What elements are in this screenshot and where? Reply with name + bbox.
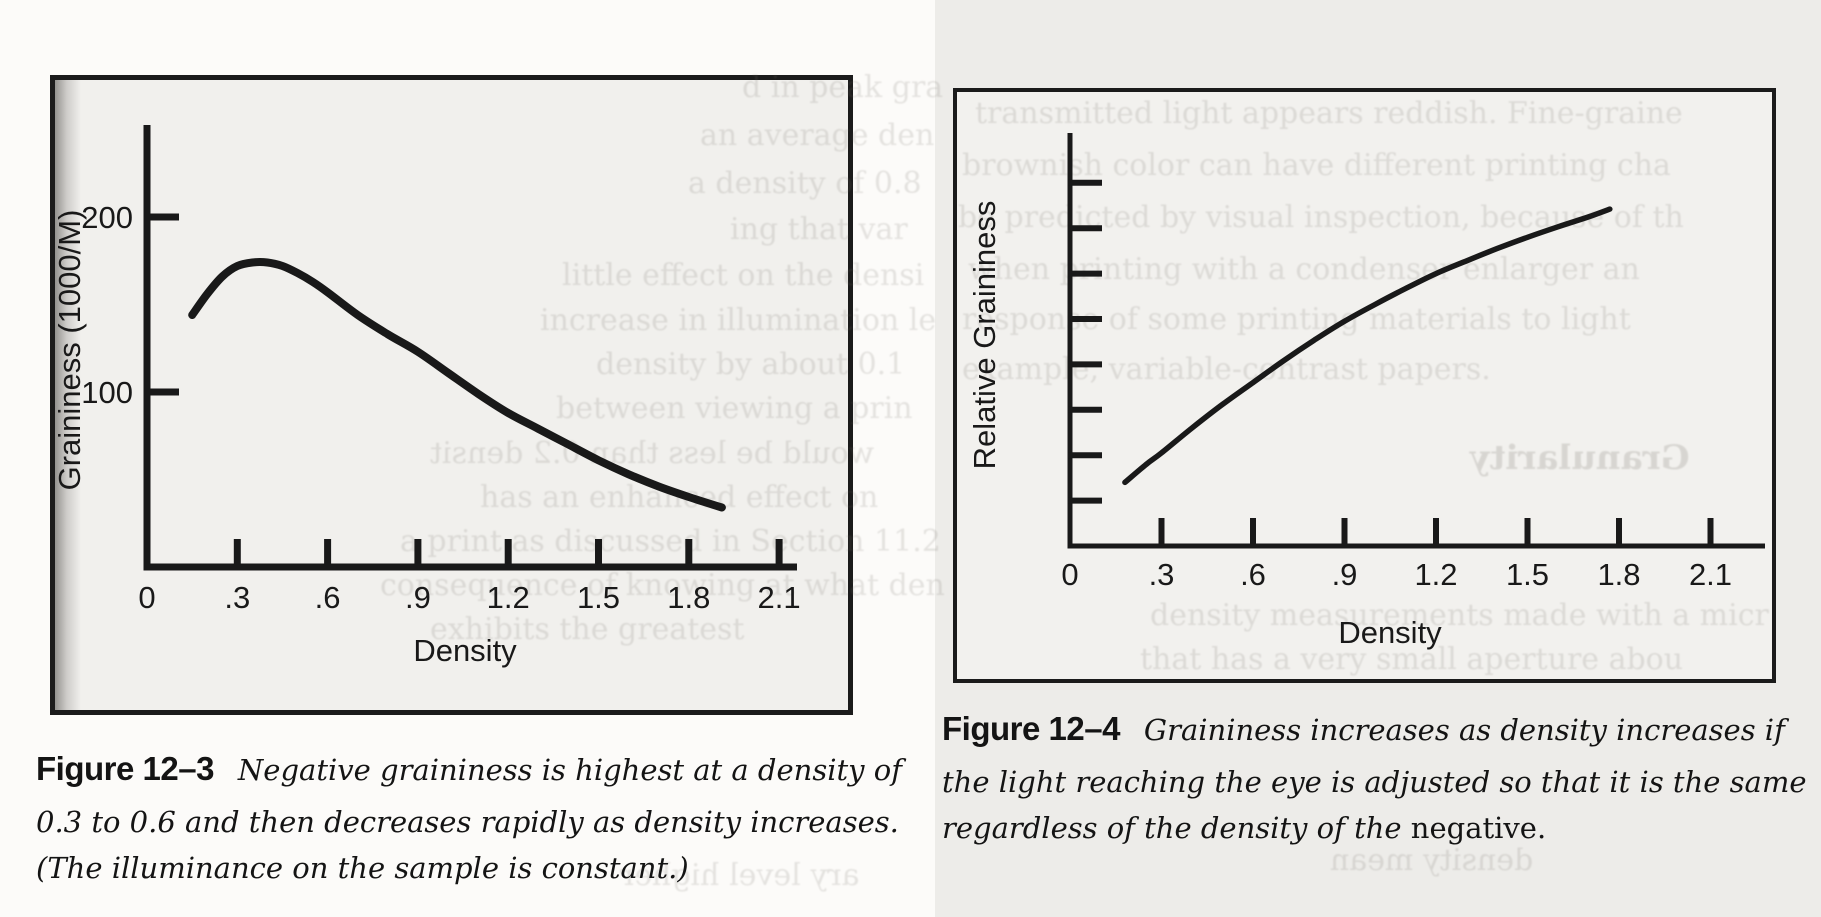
caption-text-roman: negative. [1410,811,1547,845]
bleedthrough-text: density measurements made with a micr [1150,598,1769,633]
bleedthrough-text: response of some printing materials to l… [962,302,1631,337]
caption-line: Figure 12–3 Negative graininess is highes… [36,746,902,799]
bleedthrough-text: d in peak gra [742,70,944,105]
bleedthrough-text: exhibits the greatest [430,612,745,647]
bleedthrough-text: an average den [700,118,935,153]
caption-line: (The illuminance on the sample is consta… [36,851,689,885]
bleedthrough-text: be predicted by visual inspection, becau… [958,200,1684,235]
bleedthrough-text: between viewing a prin [556,391,913,426]
bleedthrough-text: consequence of knowing at what den [380,568,945,603]
caption-text: regardless of the density of the [942,811,1411,845]
scan-gutter-shadow [55,80,81,710]
bleedthrough-text: density by about 0.1 [596,347,906,382]
bleedthrough-text: that has a very small aperture abou [1140,642,1684,677]
bleedthrough-text: transmitted light appears reddish. Fine-… [975,96,1683,131]
bleedthrough-text: a density of 0.8 [688,166,922,201]
figure-12-3-label: Figure 12–3 [36,750,214,787]
figure-12-4-caption: Figure 12–4 Graininess increases as densi… [942,706,1806,857]
bleedthrough-text: little effect on the densi [562,258,925,293]
caption-text: Graininess increases as density increase… [1143,713,1785,747]
bleedthrough-text: example, variable-contrast papers. [962,352,1491,387]
bleedthrough-text: increase in illumination le [540,303,937,338]
bleedthrough-text: a print as discussed in Section 11.2 [400,524,941,559]
caption-text: Negative graininess is highest at a dens… [237,753,902,787]
bleedthrough-text: would be less than 0.2 densit [430,436,875,471]
caption-line: Figure 12–4 Graininess increases as densi… [942,706,1806,759]
bleedthrough-text: has an enhanced effect on [480,480,879,515]
bleedthrough-text: when printing with a condenser enlarger … [968,252,1640,287]
figure-12-3-caption: Figure 12–3 Negative graininess is highes… [36,746,902,891]
bleedthrough-text: Granularity [1470,438,1690,478]
caption-line: the light reaching the eye is adjusted s… [942,765,1807,799]
figure-12-4-label: Figure 12–4 [942,710,1120,747]
bleedthrough-text: ing that var [730,212,908,247]
caption-line: regardless of the density of the negativ… [942,805,1806,857]
caption-line: 0.3 to 0.6 and then decreases rapidly as… [36,805,899,839]
bleedthrough-text: brownish color can have different printi… [962,148,1671,183]
